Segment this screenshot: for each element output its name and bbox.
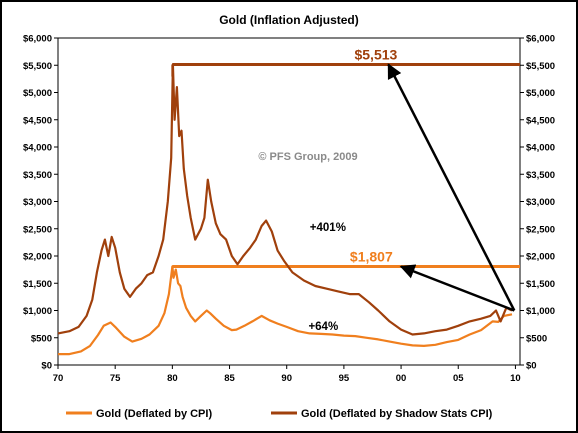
reference-lines: $5,513 $1,807: [171, 47, 520, 271]
y-tick-label-left: $1,500: [23, 279, 52, 290]
y-tick-label-left: $3,500: [23, 170, 52, 181]
y-tick-label-left: $2,500: [23, 224, 52, 235]
x-tick-label: 70: [53, 373, 64, 384]
legend-label: Gold (Deflated by CPI): [96, 408, 212, 420]
y-tick-label-right: $500: [526, 333, 547, 344]
y-tick-label-left: $0: [41, 361, 52, 372]
legend-label: Gold (Deflated by Shadow Stats CPI): [301, 408, 493, 420]
annotation-label: +64%: [308, 321, 338, 333]
y-tick-label-right: $4,000: [526, 143, 555, 154]
reference-line-label: $1,807: [350, 249, 393, 265]
annotation-label: +401%: [310, 222, 346, 234]
x-tick-label: 75: [110, 373, 121, 384]
y-tick-label-right: $1,000: [526, 306, 555, 317]
series-lines: [57, 63, 513, 356]
y-axis-left: $0 $500 $1,000 $1,500 $2,000 $2,500 $3,000 $3,5…: [23, 34, 58, 372]
legend: Gold (Deflated by CPI) Gold (Deflated by …: [66, 408, 493, 420]
x-tick-label: 10: [510, 373, 521, 384]
annotation-arrow: [399, 264, 515, 312]
y-tick-label-right: $4,500: [526, 115, 555, 126]
y-tick-label-right: $2,000: [526, 252, 555, 263]
y-tick-label-left: $5,500: [23, 61, 52, 72]
y-tick-label-right: $6,000: [526, 34, 555, 45]
annotation-arrow: [387, 63, 516, 312]
y-tick-label-right: $3,000: [526, 197, 555, 208]
y-tick-label-left: $4,000: [23, 143, 52, 154]
watermark-text: © PFS Group, 2009: [258, 151, 357, 163]
y-tick-label-right: $5,500: [526, 61, 555, 72]
x-tick-label: 80: [167, 373, 178, 384]
y-tick-label-right: $5,000: [526, 88, 555, 99]
y-tick-label-left: $3,000: [23, 197, 52, 208]
x-tick-label: 90: [281, 373, 292, 384]
x-tick-label: 00: [396, 373, 407, 384]
y-tick-label-right: $3,500: [526, 170, 555, 181]
series-line: [58, 265, 513, 356]
x-tick-label: 85: [224, 373, 235, 384]
reference-line-label: $5,513: [354, 47, 397, 63]
y-tick-label-right: $0: [526, 361, 537, 372]
y-tick-label-left: $2,000: [23, 252, 52, 263]
x-tick-label: 05: [453, 373, 464, 384]
y-axis-right: $0 $500 $1,000 $1,500 $2,000 $2,500 $3,000 $3,5…: [520, 34, 555, 372]
y-tick-label-left: $1,000: [23, 306, 52, 317]
chart-title: Gold (Inflation Adjusted): [219, 13, 359, 27]
series-line: [57, 63, 513, 336]
y-tick-label-left: $4,500: [23, 115, 52, 126]
y-tick-label-left: $500: [31, 333, 52, 344]
y-tick-label-right: $1,500: [526, 279, 555, 290]
y-tick-label-left: $5,000: [23, 88, 52, 99]
annotation-arrows: +401% +64%: [308, 63, 516, 333]
x-tick-label: 95: [339, 373, 350, 384]
plot-area: [57, 37, 521, 366]
y-tick-label-left: $6,000: [23, 34, 52, 45]
x-axis: 70 75 80 85 90 95 00 05 10: [53, 365, 521, 384]
y-tick-label-right: $2,500: [526, 224, 555, 235]
